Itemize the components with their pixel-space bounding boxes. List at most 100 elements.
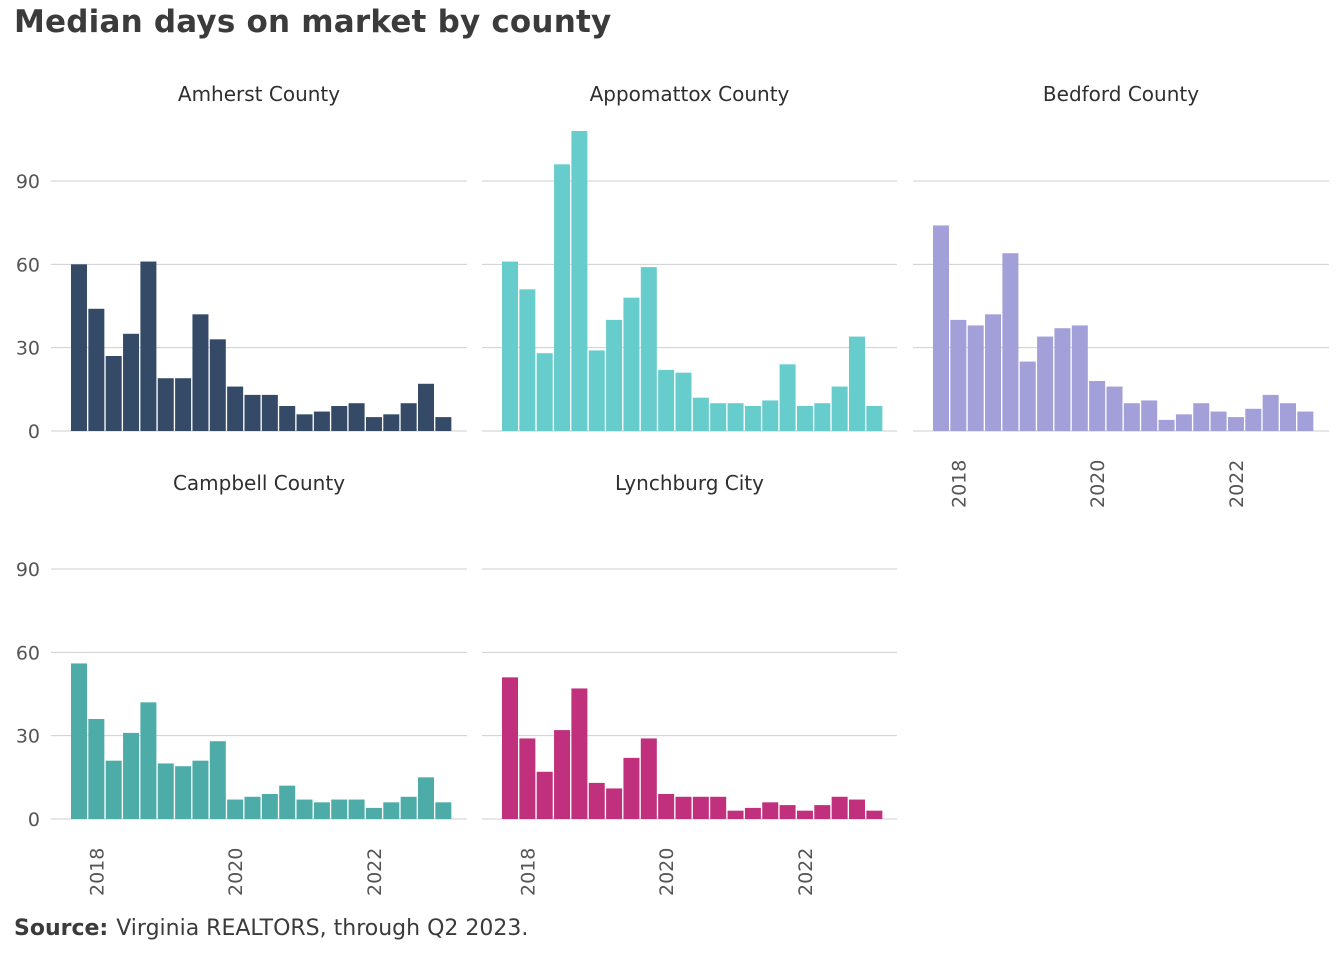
bar-bedford-county — [1193, 403, 1210, 431]
bar-amherst-county — [227, 386, 244, 431]
bar-campbell-county — [244, 796, 261, 819]
bar-amherst-county — [123, 333, 140, 431]
source-note: Source: Virginia REALTORS, through Q2 202… — [14, 916, 528, 941]
bar-amherst-county — [383, 414, 400, 431]
bar-bedford-county — [1280, 403, 1296, 431]
bar-lynchburg-city — [519, 738, 536, 819]
bar-campbell-county — [261, 794, 278, 819]
bar-campbell-county — [105, 760, 122, 819]
bar-amherst-county — [175, 378, 192, 431]
bar-appomattox-county — [762, 400, 779, 431]
bar-campbell-county — [123, 732, 140, 819]
x-tick-label: 2018 — [86, 848, 108, 896]
y-tick-label: 90 — [16, 171, 40, 193]
bar-appomattox-county — [571, 131, 588, 431]
bar-appomattox-county — [675, 372, 692, 431]
source-label: Source: — [14, 916, 109, 941]
bar-campbell-county — [435, 802, 452, 819]
bar-bedford-county — [950, 319, 967, 431]
bar-appomattox-county — [744, 406, 761, 431]
bar-bedford-county — [1297, 411, 1314, 431]
y-tick-label: 90 — [16, 559, 40, 581]
y-tick-label: 60 — [16, 642, 40, 664]
bar-campbell-county — [348, 799, 365, 819]
bar-lynchburg-city — [588, 782, 605, 819]
bar-bedford-county — [1002, 253, 1019, 431]
bar-amherst-county — [71, 264, 87, 431]
bar-appomattox-county — [849, 336, 865, 431]
bar-campbell-county — [157, 763, 174, 819]
bar-bedford-county — [933, 225, 949, 431]
x-tick-label: 2022 — [1226, 460, 1248, 508]
bar-amherst-county — [365, 417, 382, 431]
bar-campbell-county — [71, 663, 87, 819]
bar-campbell-county — [140, 702, 157, 819]
bar-bedford-county — [1037, 336, 1054, 431]
faceted-bar-chart: Amherst County 0 30 60 90 Appomattox County Be… — [16, 82, 1329, 896]
bar-bedford-county — [1089, 381, 1106, 431]
y-tick-label: 60 — [16, 254, 40, 276]
bar-appomattox-county — [727, 403, 744, 431]
bar-appomattox-county — [866, 406, 883, 431]
bar-bedford-county — [1054, 328, 1071, 431]
bar-appomattox-county — [554, 164, 571, 431]
bar-appomattox-county — [640, 267, 657, 431]
bar-lynchburg-city — [779, 805, 796, 819]
bar-campbell-county — [313, 802, 330, 819]
source-text: Virginia REALTORS, through Q2 2023. — [116, 916, 529, 941]
bar-lynchburg-city — [675, 796, 692, 819]
x-tick-label: 2020 — [225, 848, 247, 896]
bar-campbell-county — [279, 785, 296, 819]
bar-appomattox-county — [502, 261, 518, 431]
bar-amherst-county — [279, 406, 296, 431]
bar-appomattox-county — [658, 369, 675, 431]
bar-lynchburg-city — [623, 757, 640, 819]
chart-title: Median days on market by county — [14, 4, 612, 40]
bar-campbell-county — [400, 796, 417, 819]
panel-title-appomattox-county: Appomattox County — [590, 82, 790, 106]
x-tick-label: 2022 — [364, 848, 386, 896]
bar-appomattox-county — [606, 319, 623, 431]
bar-amherst-county — [435, 417, 452, 431]
bar-bedford-county — [1158, 419, 1175, 431]
x-tick-label: 2020 — [1087, 460, 1109, 508]
y-tick-label: 30 — [16, 338, 40, 360]
bar-lynchburg-city — [727, 810, 744, 819]
panel-title-campbell-county: Campbell County — [173, 471, 345, 495]
bar-campbell-county — [175, 766, 192, 819]
bar-campbell-county — [365, 807, 382, 819]
panel-title-lynchburg-city: Lynchburg City — [615, 471, 764, 495]
bar-campbell-county — [296, 799, 313, 819]
bar-appomattox-county — [814, 403, 831, 431]
bar-lynchburg-city — [710, 796, 727, 819]
bar-appomattox-county — [831, 386, 848, 431]
bar-campbell-county — [88, 719, 105, 819]
bar-appomattox-county — [779, 364, 796, 431]
bar-lynchburg-city — [762, 802, 779, 819]
bar-amherst-county — [157, 378, 174, 431]
bar-amherst-county — [140, 261, 157, 431]
bar-bedford-county — [1106, 386, 1123, 431]
bar-bedford-county — [1262, 394, 1279, 431]
bar-lynchburg-city — [606, 788, 623, 819]
bar-lynchburg-city — [796, 810, 813, 819]
x-tick-label: 2020 — [656, 848, 678, 896]
bar-lynchburg-city — [744, 807, 761, 819]
bar-bedford-county — [1123, 403, 1140, 431]
bar-appomattox-county — [519, 289, 536, 431]
x-tick-label: 2018 — [517, 848, 539, 896]
x-tick-label: 2022 — [795, 848, 817, 896]
bar-lynchburg-city — [814, 805, 831, 819]
bar-amherst-county — [261, 394, 278, 431]
bar-appomattox-county — [588, 350, 605, 431]
bar-campbell-county — [418, 777, 434, 819]
bar-amherst-county — [209, 339, 226, 431]
bar-appomattox-county — [796, 406, 813, 431]
bar-campbell-county — [192, 760, 209, 819]
y-tick-label: 30 — [16, 726, 40, 748]
bar-bedford-county — [1227, 417, 1244, 431]
bar-lynchburg-city — [658, 794, 675, 819]
y-tick-label: 0 — [28, 421, 40, 443]
bar-bedford-county — [1175, 414, 1192, 431]
bar-lynchburg-city — [502, 677, 518, 819]
